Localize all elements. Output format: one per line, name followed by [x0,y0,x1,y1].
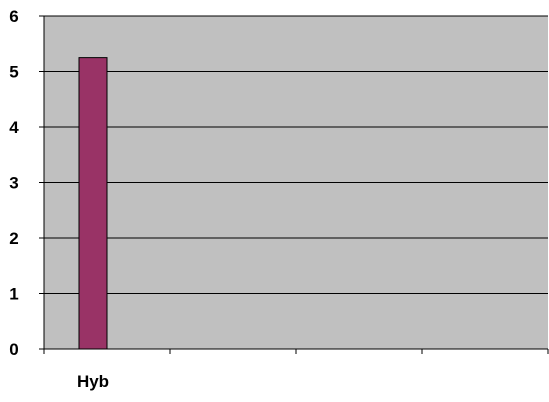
y-tick-label-4: 4 [9,118,19,137]
y-tick-label-0: 0 [9,340,18,359]
x-tick-label-hyb: Hyb [77,372,109,391]
y-tick-label-5: 5 [9,63,18,82]
bar-hyb [78,57,108,350]
y-tick-label-2: 2 [9,229,18,248]
y-tick-label-6: 6 [9,7,18,26]
y-tick-label-1: 1 [9,285,18,304]
y-tick-label-3: 3 [9,174,18,193]
